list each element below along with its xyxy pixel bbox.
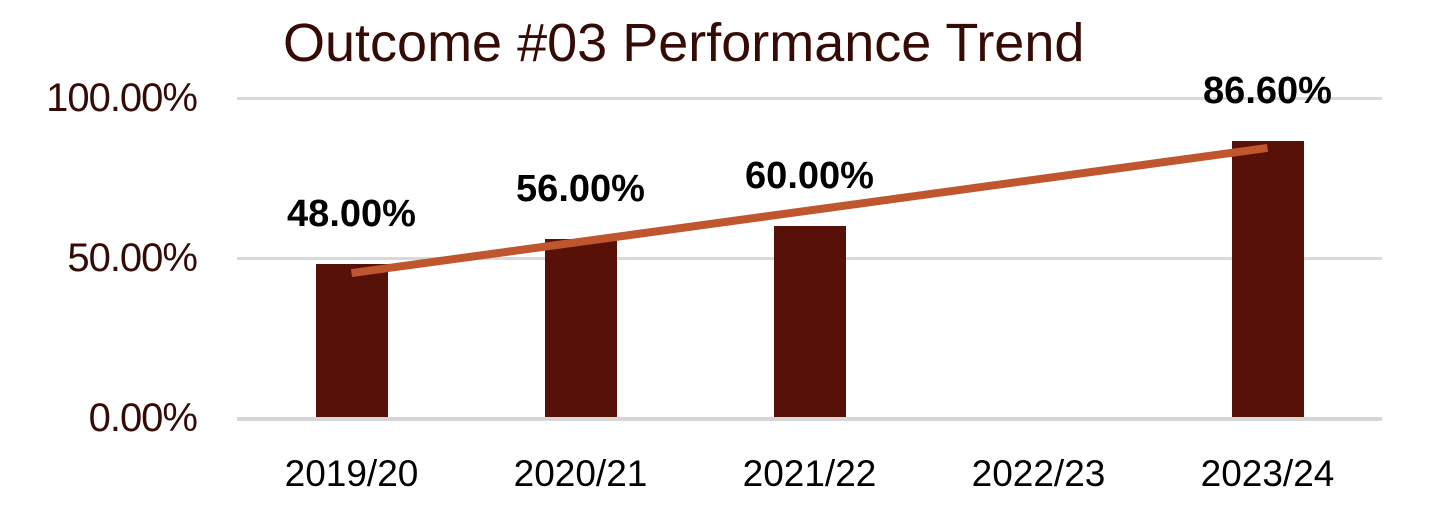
chart-title: Outcome #03 Performance Trend (283, 13, 1085, 73)
data-label: 86.60% (1203, 69, 1332, 112)
gridline (237, 96, 1382, 100)
x-tick-label: 2019/20 (284, 453, 419, 494)
y-tick-label: 100.00% (46, 76, 198, 120)
bar-2020/21 (544, 238, 617, 417)
x-tick-label: 2022/23 (971, 453, 1106, 494)
data-label: 48.00% (287, 193, 416, 236)
gridline (237, 417, 1382, 421)
bar-2019/20 (315, 264, 388, 417)
data-label: 56.00% (516, 167, 645, 210)
y-tick-label: 0.00% (88, 396, 198, 440)
x-tick-label: 2023/24 (1200, 453, 1335, 494)
bar-2023/24 (1231, 140, 1304, 417)
y-tick-label: 50.00% (67, 236, 198, 280)
x-tick-label: 2020/21 (513, 453, 648, 494)
bar-2021/22 (773, 226, 846, 417)
x-tick-label: 2021/22 (742, 453, 877, 494)
data-label: 60.00% (745, 155, 874, 197)
